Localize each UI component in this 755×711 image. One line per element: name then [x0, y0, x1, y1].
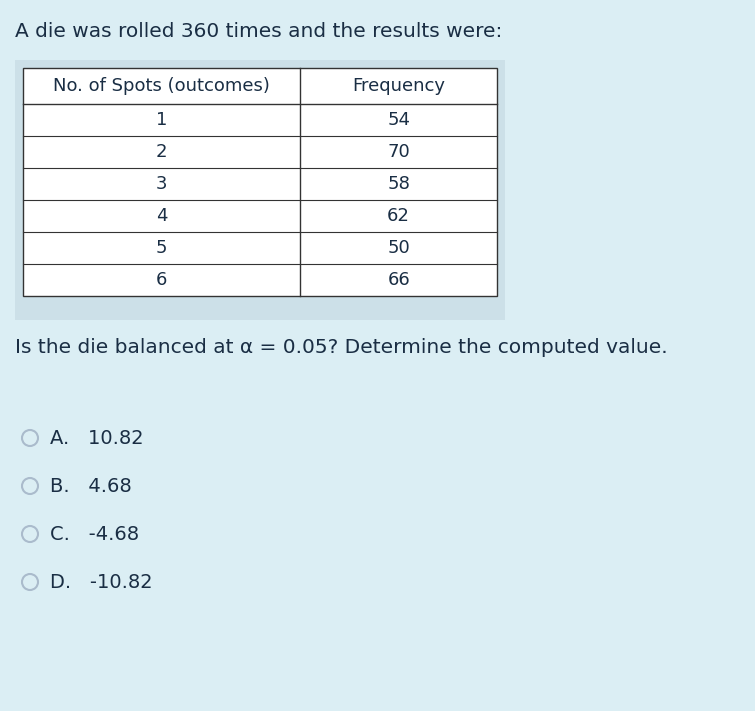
- Text: 50: 50: [387, 239, 410, 257]
- Text: 5: 5: [156, 239, 168, 257]
- Text: 62: 62: [387, 207, 410, 225]
- Text: 4: 4: [156, 207, 168, 225]
- Text: 70: 70: [387, 143, 410, 161]
- Text: 1: 1: [156, 111, 168, 129]
- Text: 58: 58: [387, 175, 410, 193]
- Text: No. of Spots (outcomes): No. of Spots (outcomes): [53, 77, 270, 95]
- Text: A.   10.82: A. 10.82: [50, 429, 143, 447]
- Text: C.   -4.68: C. -4.68: [50, 525, 139, 543]
- Text: D.   -10.82: D. -10.82: [50, 572, 153, 592]
- Text: Is the die balanced at α = 0.05? Determine the computed value.: Is the die balanced at α = 0.05? Determi…: [15, 338, 667, 357]
- Bar: [23, 68, 497, 296]
- Text: 2: 2: [156, 143, 168, 161]
- Text: 66: 66: [387, 271, 410, 289]
- Text: 6: 6: [156, 271, 168, 289]
- Text: A die was rolled 360 times and the results were:: A die was rolled 360 times and the resul…: [15, 22, 502, 41]
- Text: 3: 3: [156, 175, 168, 193]
- Bar: [15, 60, 505, 320]
- Text: 54: 54: [387, 111, 410, 129]
- Text: Frequency: Frequency: [352, 77, 445, 95]
- Text: B.   4.68: B. 4.68: [50, 476, 132, 496]
